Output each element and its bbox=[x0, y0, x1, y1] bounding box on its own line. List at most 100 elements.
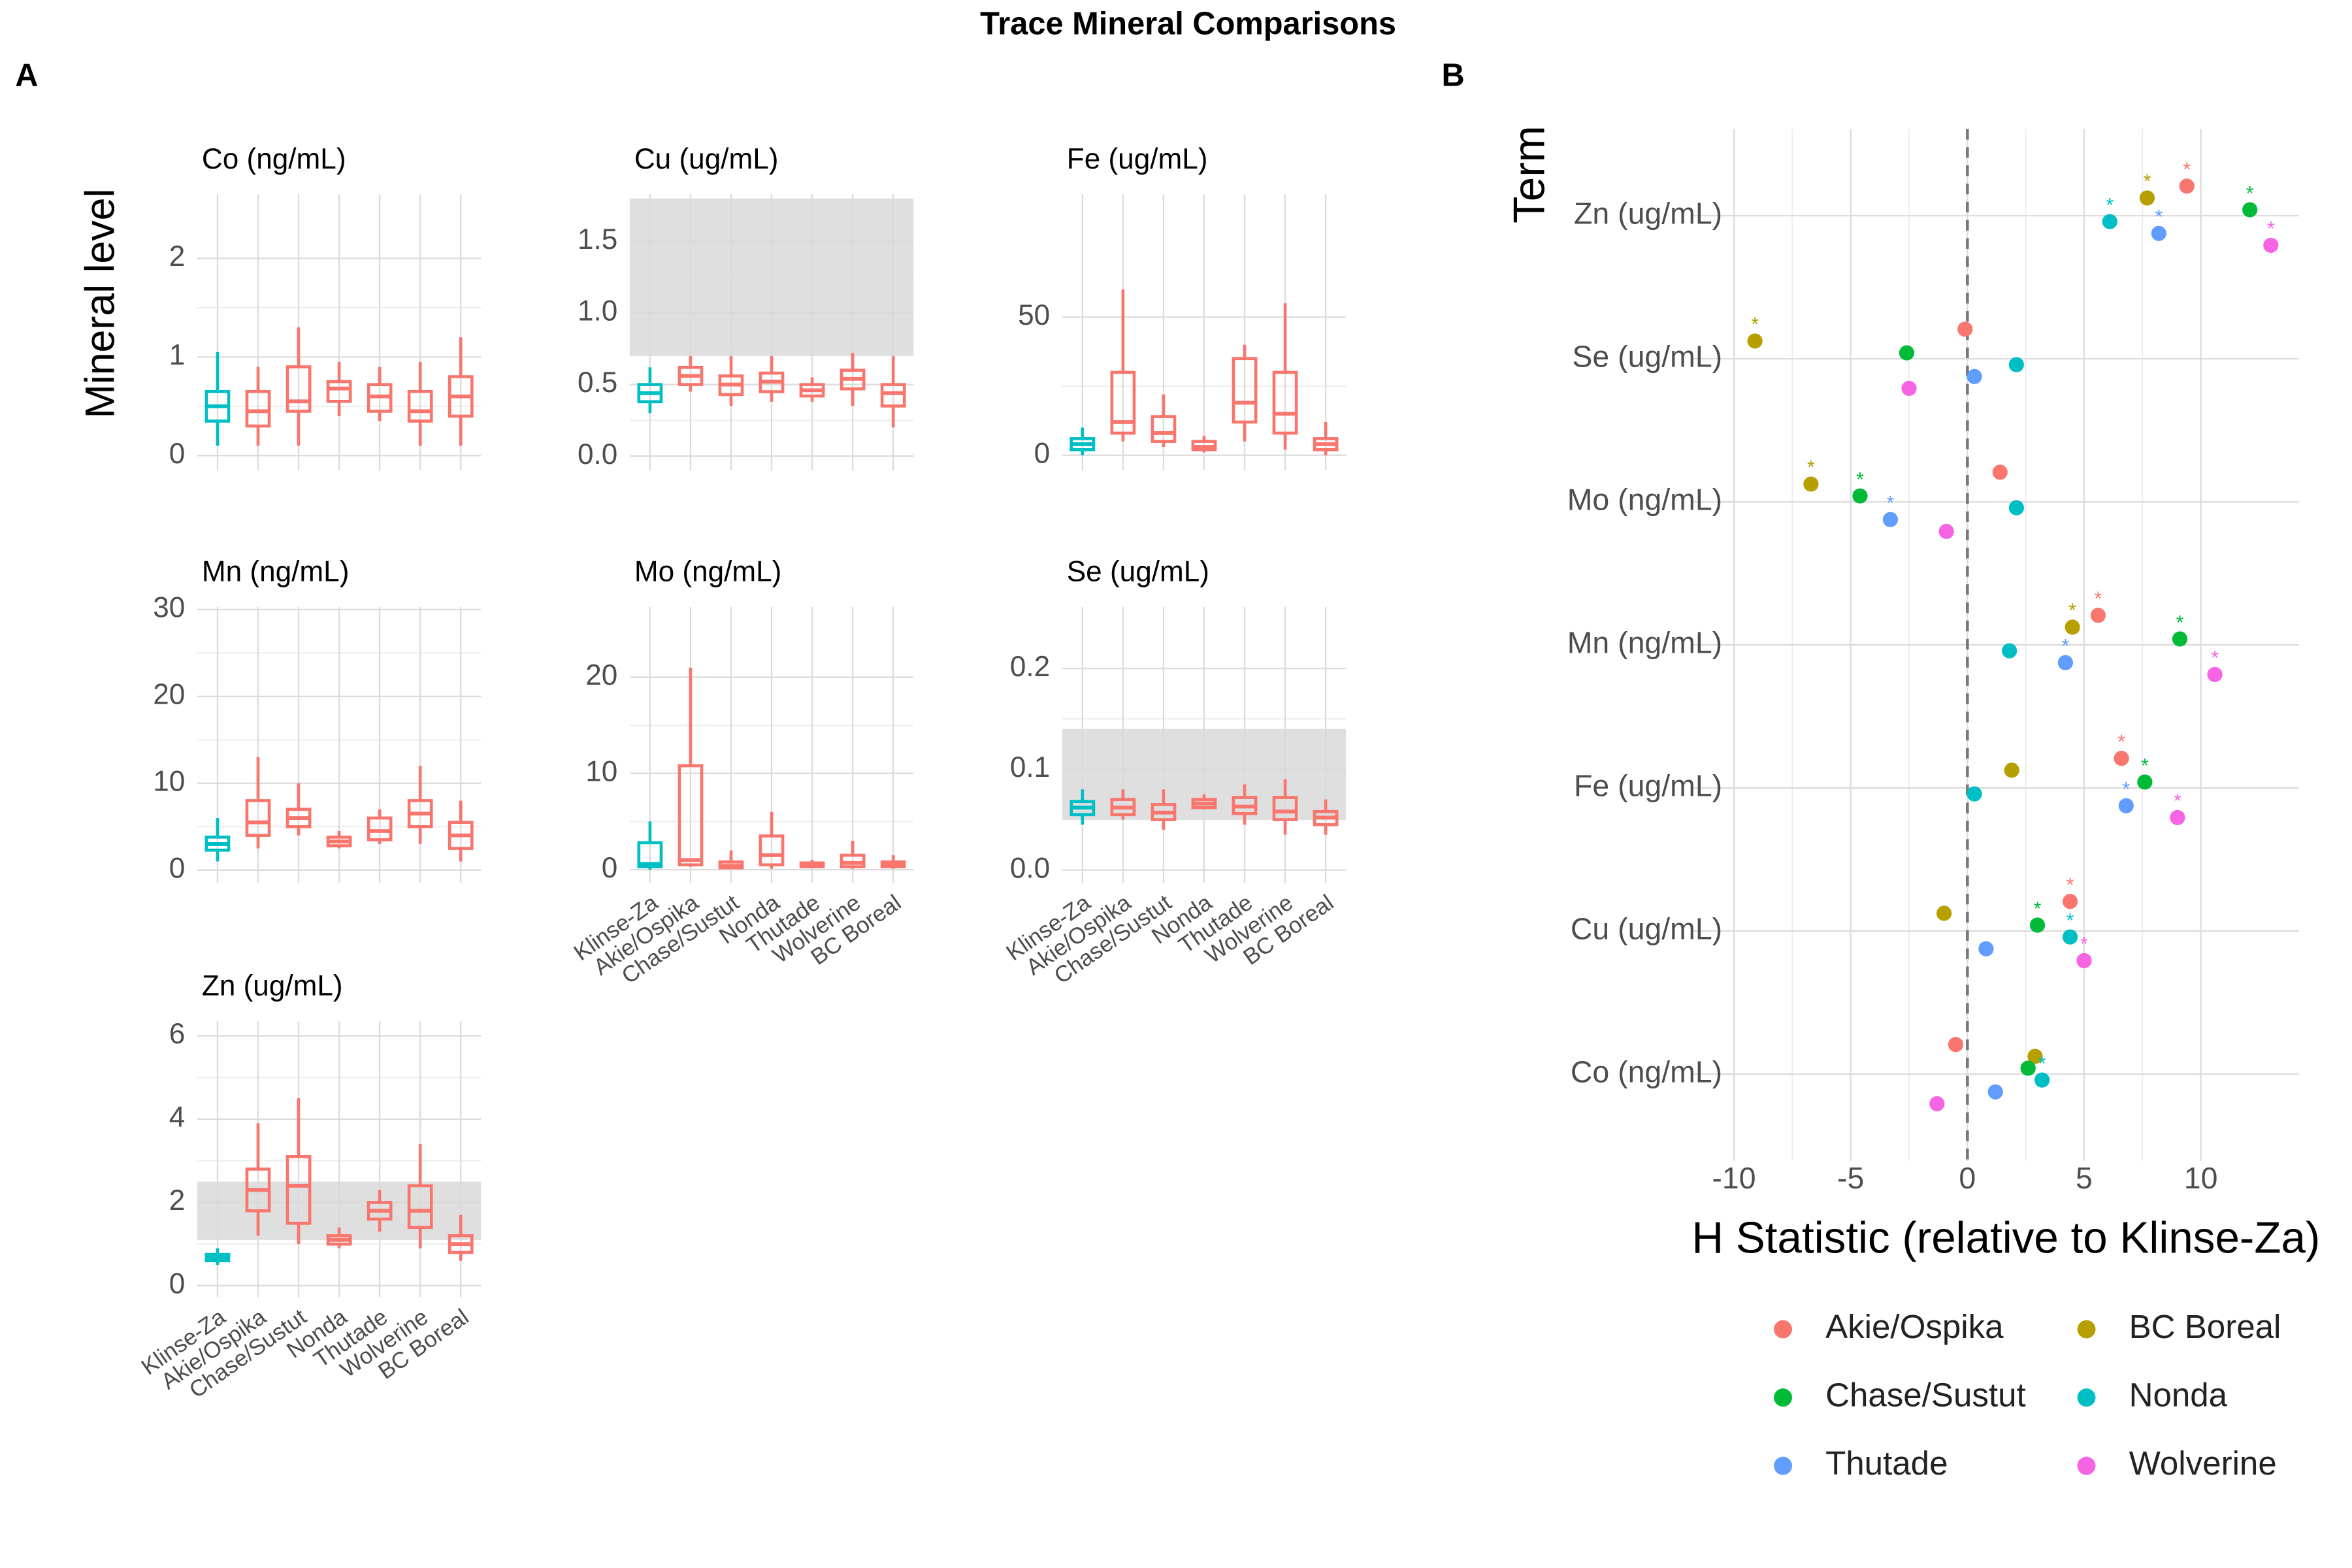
dot bbox=[2008, 500, 2024, 515]
y-tick-label: 1.0 bbox=[578, 295, 617, 327]
dot bbox=[2114, 751, 2129, 766]
legend-label: Nonda bbox=[2129, 1377, 2228, 1414]
y-tick-label: Cu (ug/mL) bbox=[1571, 911, 1722, 945]
y-axis-label: Mineral level bbox=[77, 189, 123, 419]
significance-star: * bbox=[2080, 934, 2088, 955]
box bbox=[286, 1154, 312, 1225]
dot bbox=[2076, 953, 2092, 968]
box bbox=[637, 841, 663, 869]
significance-star: * bbox=[2183, 159, 2191, 181]
panel-title: Co (ng/mL) bbox=[202, 143, 346, 175]
panel-title: Fe (ug/mL) bbox=[1067, 143, 1208, 175]
dot bbox=[2034, 1072, 2050, 1088]
y-tick-label: 1 bbox=[169, 339, 186, 371]
y-tick-label: 20 bbox=[585, 659, 617, 691]
legend-marker bbox=[1774, 1388, 1792, 1407]
significance-star: * bbox=[2144, 171, 2151, 193]
dot bbox=[1899, 345, 1915, 361]
significance-star: * bbox=[2038, 1053, 2046, 1075]
dot bbox=[1747, 333, 1763, 349]
x-tick-label: 5 bbox=[2076, 1161, 2093, 1195]
dot bbox=[2027, 1049, 2043, 1064]
dot bbox=[1987, 1084, 2003, 1100]
y-tick-label: 1.5 bbox=[578, 223, 617, 255]
dot bbox=[1852, 488, 1868, 504]
dot bbox=[1803, 476, 1819, 492]
significance-star: * bbox=[2174, 791, 2181, 812]
y-tick-label: 0.0 bbox=[1010, 852, 1050, 884]
significance-star: * bbox=[1856, 469, 1864, 491]
y-tick-label: 20 bbox=[153, 679, 185, 711]
dot bbox=[2170, 809, 2185, 825]
x-tick-label: -10 bbox=[1712, 1161, 1756, 1195]
box bbox=[407, 1184, 433, 1230]
box bbox=[286, 365, 312, 413]
y-tick-label: 4 bbox=[169, 1102, 186, 1134]
y-tick-label: 0.2 bbox=[1010, 651, 1050, 683]
y-tick-label: Fe (ug/mL) bbox=[1574, 768, 1722, 802]
dot bbox=[2263, 237, 2279, 253]
box bbox=[326, 380, 352, 403]
x-tick-label: -5 bbox=[1837, 1161, 1864, 1195]
y-tick-label: Zn (ug/mL) bbox=[1574, 196, 1722, 230]
box bbox=[367, 816, 393, 841]
dot bbox=[2137, 774, 2153, 790]
significance-star: * bbox=[2095, 589, 2102, 610]
legend-marker bbox=[2077, 1388, 2096, 1407]
significance-star: * bbox=[1887, 493, 1895, 514]
dot bbox=[2139, 190, 2155, 206]
box bbox=[1272, 796, 1298, 821]
box bbox=[880, 383, 906, 408]
significance-star: * bbox=[2066, 910, 2074, 932]
y-tick-label: 0 bbox=[169, 1268, 186, 1300]
dot bbox=[2062, 894, 2078, 909]
dot bbox=[2179, 178, 2195, 194]
dot bbox=[1967, 786, 1982, 802]
box bbox=[840, 853, 866, 869]
reference-band bbox=[629, 198, 914, 356]
legend-label: Akie/Ospika bbox=[1825, 1308, 2004, 1345]
dot bbox=[2062, 929, 2078, 945]
y-tick-label: 2 bbox=[169, 240, 186, 272]
box bbox=[759, 834, 785, 867]
legend-marker bbox=[2077, 1320, 2096, 1339]
x-axis-label: H Statistic (relative to Klinse-Za) bbox=[1692, 1214, 2321, 1263]
dot bbox=[2004, 762, 2019, 778]
y-tick-label: 0.1 bbox=[1010, 751, 1050, 783]
y-axis-label: Term bbox=[1505, 125, 1554, 223]
y-tick-label: 30 bbox=[153, 592, 185, 624]
x-tick-label: 10 bbox=[2184, 1161, 2218, 1195]
panel-label: A bbox=[15, 57, 38, 93]
y-tick-label: 10 bbox=[585, 755, 617, 787]
y-tick-label: 2 bbox=[169, 1184, 186, 1217]
dot bbox=[2020, 1060, 2036, 1076]
dot bbox=[2090, 608, 2106, 623]
dot bbox=[1936, 906, 1952, 921]
legend-marker bbox=[1774, 1320, 1792, 1339]
legend-label: Chase/Sustut bbox=[1825, 1377, 2026, 1414]
significance-star: * bbox=[1751, 314, 1759, 336]
panel-label: B bbox=[1441, 57, 1464, 93]
y-tick-label: 50 bbox=[1018, 299, 1050, 331]
dot bbox=[2242, 202, 2258, 218]
dot bbox=[2207, 666, 2223, 683]
y-tick-label: 0.0 bbox=[578, 438, 617, 470]
panel-title: Zn (ug/mL) bbox=[202, 970, 343, 1002]
significance-star: * bbox=[2267, 218, 2275, 240]
y-tick-label: 0 bbox=[1034, 437, 1051, 469]
legend-label: BC Boreal bbox=[2129, 1308, 2281, 1345]
figure-title: Trace Mineral Comparisons bbox=[980, 6, 1396, 41]
significance-star: * bbox=[2141, 755, 2149, 777]
dot bbox=[1901, 380, 1917, 397]
box bbox=[245, 799, 271, 837]
significance-star: * bbox=[2176, 612, 2184, 634]
significance-star: * bbox=[1807, 457, 1815, 479]
legend-marker bbox=[2077, 1456, 2096, 1475]
dot bbox=[2029, 917, 2046, 933]
y-tick-label: 0.5 bbox=[578, 367, 617, 399]
significance-star: * bbox=[2155, 206, 2163, 228]
dot bbox=[2008, 357, 2024, 372]
dot bbox=[2102, 214, 2117, 229]
